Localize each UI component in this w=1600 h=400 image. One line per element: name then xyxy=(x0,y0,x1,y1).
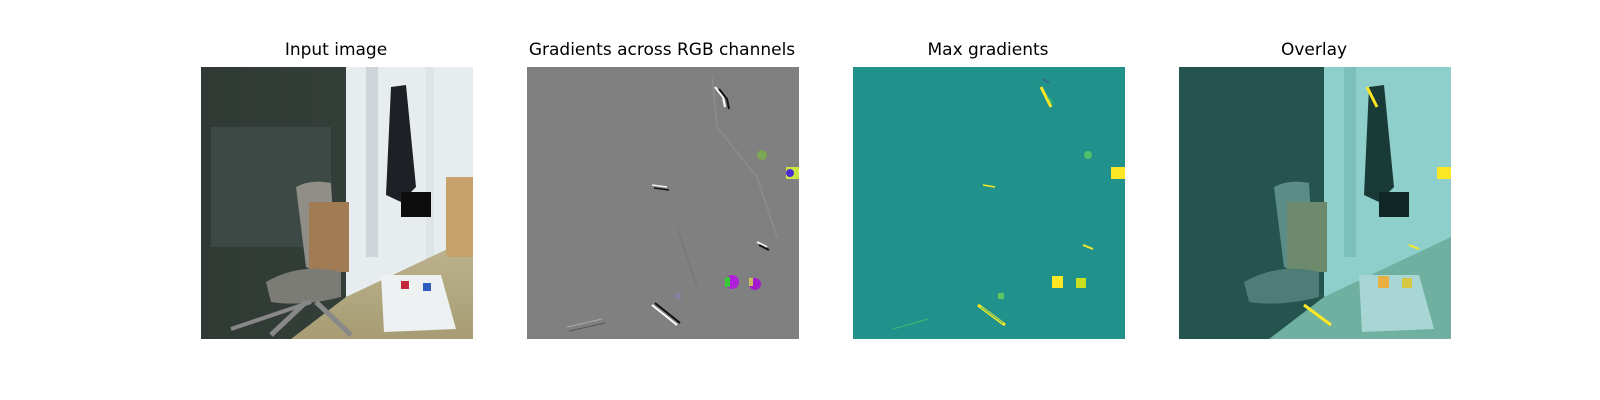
panel-title-max-gradients: Max gradients xyxy=(927,40,1049,60)
max-gradients-image xyxy=(853,67,1125,339)
panel-title-input-image: Input image xyxy=(284,40,388,60)
gradients-rgb-image xyxy=(527,67,799,339)
panel-title-overlay: Overlay xyxy=(1280,40,1348,60)
input-image xyxy=(201,67,473,339)
panel-title-gradients-rgb: Gradients across RGB channels xyxy=(528,40,796,60)
overlay-image xyxy=(1179,67,1451,339)
